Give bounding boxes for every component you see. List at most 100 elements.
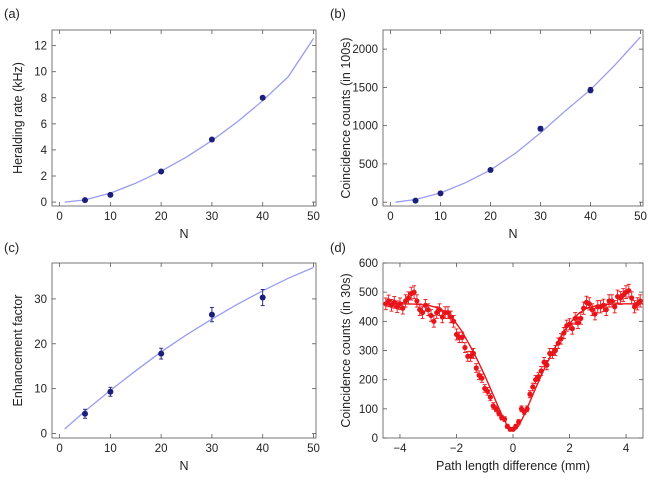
y-tick-label: 1500	[352, 82, 378, 94]
y-tick-label: 2000	[352, 44, 378, 56]
data-point	[158, 350, 165, 357]
data-point	[592, 311, 598, 317]
y-tick-label: 8	[41, 93, 47, 105]
plot-frame	[382, 262, 644, 439]
x-axis-label: N	[179, 227, 188, 241]
x-tick-label: 2	[566, 443, 572, 455]
x-tick-label: −2	[450, 443, 463, 455]
panel-d: (d) −4 −2 0 2 4 0 100 200 300 400 500 600 Path lengt…	[330, 240, 644, 473]
panel-b-label: (b)	[330, 6, 346, 21]
data-point	[538, 368, 544, 374]
panel-a-label: (a)	[4, 6, 20, 21]
data-point	[158, 168, 165, 175]
y-tick-label: 6	[41, 119, 47, 131]
data-point	[487, 394, 493, 400]
y-axis-label: Coincidence counts (in 100s)	[339, 37, 353, 198]
data-point	[581, 305, 587, 311]
data-point	[484, 388, 491, 394]
data-point	[558, 336, 564, 342]
data-point	[412, 197, 419, 204]
data-point	[578, 315, 584, 322]
y-tick-label: 1000	[352, 121, 378, 133]
y-tick-label: 20	[34, 339, 47, 351]
data-point	[437, 190, 444, 197]
data-point	[259, 294, 266, 301]
data-point	[208, 311, 215, 318]
x-tick-label: 10	[104, 443, 117, 455]
data-point	[400, 305, 406, 311]
x-tick-label: 40	[584, 211, 597, 223]
data-point	[569, 326, 575, 332]
x-tick-label: 50	[634, 211, 647, 223]
data-point	[555, 340, 561, 346]
y-tick-label: 10	[34, 67, 47, 79]
y-axis-label: Coincidence counts (in 30s)	[339, 273, 353, 427]
x-tick-label: 4	[623, 443, 630, 455]
data-point	[530, 384, 536, 390]
data-point	[479, 375, 485, 381]
data-point	[411, 289, 417, 295]
data-point	[609, 298, 615, 304]
x-axis-label: Path length difference (mm)	[436, 459, 590, 473]
data-point	[473, 365, 479, 371]
data-point	[629, 295, 635, 301]
fit-curve	[64, 266, 314, 430]
data-point	[425, 307, 431, 313]
fit-curve	[395, 36, 641, 203]
data-point	[524, 406, 530, 412]
x-tick-label: 0	[387, 211, 393, 223]
data-point	[431, 318, 437, 324]
x-tick-label: 50	[307, 443, 320, 455]
y-tick-label: 200	[359, 375, 378, 387]
x-tick-label: 30	[534, 211, 547, 223]
y-tick-label: 600	[359, 258, 378, 270]
data-point	[107, 191, 114, 198]
panel-c: (c) 0 10 20 30 40 50 0 10 20 30 N Enhancement facto…	[4, 240, 320, 473]
y-tick-label: 4	[41, 145, 48, 157]
y-axis-label: Enhancement factor	[11, 295, 25, 407]
data-point	[470, 350, 477, 357]
y-tick-label: 12	[34, 41, 47, 53]
x-tick-label: 10	[104, 211, 117, 223]
data-point	[487, 167, 494, 174]
data-point	[544, 362, 550, 368]
panel-a: (a) 0 10 20 30 40 50 0 2 4 6 8 10 12 N Heralding rate …	[4, 6, 320, 241]
data-point	[537, 125, 544, 132]
data-point	[587, 87, 594, 94]
x-tick-label: 20	[155, 211, 168, 223]
data-point	[82, 410, 88, 417]
y-tick-label: 0	[41, 429, 47, 441]
y-axis-label: Heralding rate (kHz)	[11, 62, 25, 174]
y-tick-label: 100	[359, 404, 378, 416]
y-tick-label: 300	[359, 346, 378, 358]
x-tick-label: 0	[510, 443, 516, 455]
data-point	[516, 419, 522, 425]
x-tick-label: −4	[393, 443, 407, 455]
x-tick-label: 50	[307, 211, 320, 223]
x-axis-label: N	[179, 459, 188, 473]
data-point	[626, 288, 632, 294]
data-point	[603, 307, 609, 313]
data-point	[586, 301, 592, 307]
x-axis-label: N	[508, 227, 517, 241]
data-point	[501, 416, 508, 422]
plot-frame	[51, 262, 317, 439]
fit-curve	[64, 38, 315, 203]
data-point	[459, 334, 465, 340]
y-tick-label: 0	[41, 197, 47, 209]
x-tick-label: 40	[256, 211, 269, 223]
data-point	[208, 136, 215, 143]
x-tick-label: 30	[206, 211, 219, 223]
panel-b: (b) 0 10 20 30 40 500500100015002000NCoincide…	[330, 6, 647, 241]
data-point	[496, 410, 502, 416]
data-point	[552, 347, 558, 354]
plot-frame	[382, 29, 644, 207]
x-tick-label: 0	[56, 443, 62, 455]
x-tick-label: 30	[206, 443, 219, 455]
y-tick-label: 2	[41, 171, 47, 183]
data-point	[414, 298, 420, 304]
data-point	[259, 94, 266, 101]
data-point	[451, 318, 457, 324]
data-point	[462, 344, 468, 351]
